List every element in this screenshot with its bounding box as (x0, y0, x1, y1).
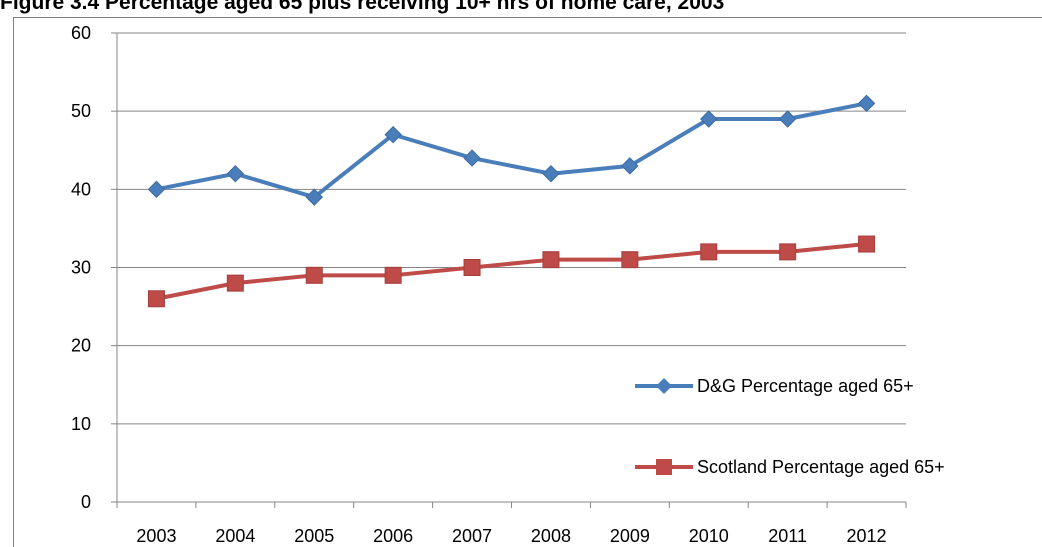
x-tick-label: 2003 (136, 526, 176, 546)
x-tick-label: 2011 (768, 526, 807, 546)
data-point (778, 110, 797, 128)
series-layer (147, 94, 876, 308)
data-point (147, 290, 165, 308)
x-tick-label: 2009 (610, 526, 650, 546)
data-point (147, 180, 166, 199)
y-tick-label: 50 (71, 101, 91, 121)
data-point (226, 164, 245, 183)
data-point (384, 125, 402, 144)
data-point (542, 251, 560, 269)
legend-item: D&G Percentage aged 65+ (635, 376, 914, 396)
series-line (156, 101, 867, 200)
series-line (156, 242, 867, 301)
data-point (700, 243, 718, 261)
data-point (858, 235, 876, 253)
legend-label: Scotland Percentage aged 65+ (697, 457, 945, 477)
legend-marker (656, 378, 672, 394)
data-point (542, 164, 560, 183)
chart-title: Figure 3.4 Percentage aged 65 plus recei… (0, 0, 725, 14)
tick-labels: 0 10 20 30 40 50 60 2003 2004 2005 2006 2007 2008 200… (71, 23, 887, 546)
chart-frame (13, 17, 1042, 547)
x-tick-label: 2008 (531, 526, 571, 546)
y-tick-label: 0 (81, 492, 91, 512)
legend-marker (656, 459, 672, 475)
data-point (384, 266, 402, 284)
y-tick-label: 20 (71, 336, 91, 356)
data-point (463, 259, 481, 276)
data-point (700, 110, 718, 128)
y-tick-label: 60 (71, 23, 91, 43)
x-tick-label: 2012 (847, 526, 887, 546)
data-point (226, 274, 244, 292)
y-tick-label: 40 (71, 179, 91, 199)
x-tick-label: 2004 (215, 526, 255, 546)
data-point (857, 94, 876, 113)
x-tick-label: 2006 (373, 526, 413, 546)
axes (111, 32, 907, 508)
gridlines (117, 32, 906, 425)
legend: D&G Percentage aged 65+ Scotland Percenta… (635, 376, 945, 477)
legend-label: D&G Percentage aged 65+ (697, 376, 914, 396)
x-tick-label: 2010 (689, 526, 729, 546)
data-point (621, 157, 639, 175)
x-tick-label: 2007 (452, 526, 492, 546)
series-1 (147, 94, 876, 206)
data-point (305, 266, 323, 284)
y-tick-label: 10 (71, 414, 91, 434)
data-point (621, 251, 639, 269)
series-2 (147, 235, 876, 308)
legend-item: Scotland Percentage aged 65+ (635, 457, 945, 477)
data-point (779, 243, 797, 261)
x-tick-label: 2005 (294, 526, 334, 546)
data-point (305, 188, 323, 206)
data-point (463, 149, 481, 167)
y-tick-label: 30 (71, 258, 91, 278)
